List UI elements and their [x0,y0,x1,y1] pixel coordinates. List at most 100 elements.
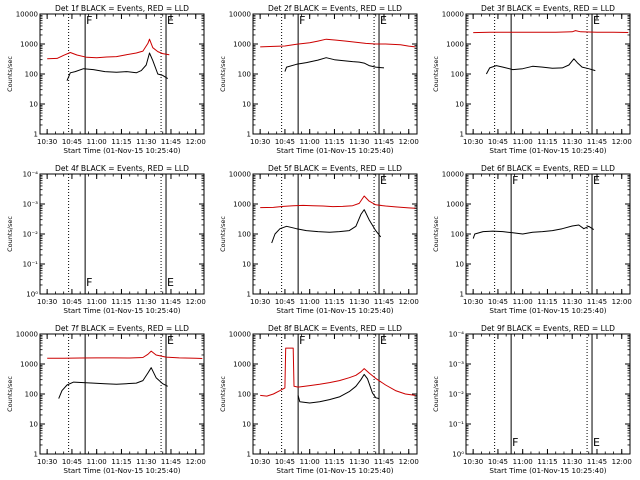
x-tick-label: 11:15 [537,138,557,146]
x-tick-label: 10:45 [62,298,82,306]
x-tick-label: 10:45 [275,458,295,466]
series-lld [260,347,416,397]
marker-label: E [380,334,387,347]
y-axis-label: Counts/sec [219,216,227,252]
y-tick-label: 1000 [233,361,251,369]
y-tick-label: 1000 [20,361,38,369]
x-tick-label: 11:30 [349,138,369,146]
x-axis-label: Start Time (01-Nov-15 10:25:40) [489,306,606,315]
y-tick-label: 1 [460,291,464,299]
y-tick-label: 100 [238,71,251,79]
x-tick-label: 10:45 [62,138,82,146]
y-tick-label: 1000 [233,41,251,49]
x-axis-label: Start Time (01-Nov-15 10:25:40) [489,466,606,475]
x-tick-label: 11:45 [587,298,607,306]
x-tick-label: 11:30 [562,458,582,466]
x-tick-label: 11:30 [136,138,156,146]
panel-det-8: Det 8f BLACK = Events, RED = LLD 1 10 100 10… [219,324,419,475]
x-tick-label: 11:45 [374,298,394,306]
marker-label: E [593,436,600,449]
panel-title: Det 8f BLACK = Events, RED = LLD [268,324,402,333]
x-tick-label: 10:45 [62,458,82,466]
plot-frame [39,333,205,455]
x-tick-label: 12:00 [399,458,419,466]
marker-label: F [512,436,518,449]
y-tick-label: 10⁰ [26,291,38,299]
x-tick-label: 11:00 [513,138,533,146]
panel-det-6: Det 6f BLACK = Events, RED = LLD 1 10 100 10… [432,164,632,315]
x-axis-label: Start Time (01-Nov-15 10:25:40) [63,306,180,315]
y-axis-label: Counts/sec [432,56,440,92]
x-tick-label: 10:30 [37,458,57,466]
y-tick-label: 10 [242,261,251,269]
y-tick-label: 10 [242,421,251,429]
x-tick-label: 11:00 [87,458,107,466]
y-tick-label: 10 [29,101,38,109]
series-lld [473,30,629,34]
panel-title: Det 2f BLACK = Events, RED = LLD [268,4,402,13]
marker-label: E [380,14,387,27]
y-tick-label: 10⁻³ [23,201,39,209]
x-axis-label: Start Time (01-Nov-15 10:25:40) [276,146,393,155]
x-tick-label: 11:15 [537,298,557,306]
x-tick-label: 10:30 [463,138,483,146]
x-tick-label: 11:15 [324,458,344,466]
y-tick-label: 1000 [446,201,464,209]
y-tick-label: 10000 [229,171,251,179]
series-events [271,209,382,244]
x-tick-label: 11:30 [562,298,582,306]
x-tick-label: 10:45 [275,298,295,306]
marker-label: E [167,14,174,27]
y-tick-label: 1000 [233,201,251,209]
x-tick-label: 12:00 [186,458,206,466]
x-tick-label: 11:30 [136,458,156,466]
x-tick-label: 11:00 [300,138,320,146]
x-tick-label: 12:00 [186,298,206,306]
x-tick-label: 10:45 [488,138,508,146]
x-tick-label: 11:45 [587,458,607,466]
y-tick-label: 1 [247,451,251,459]
series-lld [47,350,203,359]
plot-frame [465,333,631,455]
y-tick-label: 10 [455,101,464,109]
y-axis-label: Counts/sec [432,216,440,252]
marker-label: F [299,14,305,27]
x-tick-label: 12:00 [612,458,632,466]
panel-title: Det 9f BLACK = Events, RED = LLD [481,324,615,333]
x-tick-label: 10:30 [250,298,270,306]
y-tick-label: 10⁻² [449,391,465,399]
y-tick-label: 10000 [16,11,38,19]
marker-label: F [512,174,518,187]
marker-label: F [86,276,92,289]
x-tick-label: 11:00 [87,138,107,146]
panel-det-2: Det 2f BLACK = Events, RED = LLD 1 10 100 10… [219,4,419,155]
x-tick-label: 11:30 [136,298,156,306]
x-tick-label: 10:30 [37,298,57,306]
panel-det-4: Det 4f BLACK = Events, RED = LLD 10⁰ 10⁻¹ 1… [6,164,206,315]
x-tick-label: 10:30 [463,458,483,466]
series-events [485,58,596,75]
panel-title: Det 3f BLACK = Events, RED = LLD [481,4,615,13]
plot-frame [465,173,631,295]
panel-title: Det 6f BLACK = Events, RED = LLD [481,164,615,173]
x-tick-label: 10:30 [250,138,270,146]
x-tick-label: 11:45 [161,138,181,146]
y-tick-label: 10 [455,261,464,269]
y-axis-label: Counts/sec [432,376,440,412]
marker-label: E [167,334,174,347]
x-tick-label: 11:45 [161,458,181,466]
x-tick-label: 12:00 [399,298,419,306]
marker-label: F [86,14,92,27]
series-lld [260,38,416,48]
y-tick-label: 10 [29,421,38,429]
x-tick-label: 11:15 [111,298,131,306]
marker-label: E [167,276,174,289]
y-tick-label: 1 [460,131,464,139]
panel-title: Det 1f BLACK = Events, RED = LLD [55,4,189,13]
y-tick-label: 10000 [16,331,38,339]
panel-det-9: Det 9f BLACK = Events, RED = LLD 10⁰ 10⁻¹ 1… [432,324,632,475]
y-tick-label: 100 [238,231,251,239]
x-tick-label: 11:45 [374,458,394,466]
panel-det-5: Det 5f BLACK = Events, RED = LLD 1 10 100 10… [219,164,419,315]
